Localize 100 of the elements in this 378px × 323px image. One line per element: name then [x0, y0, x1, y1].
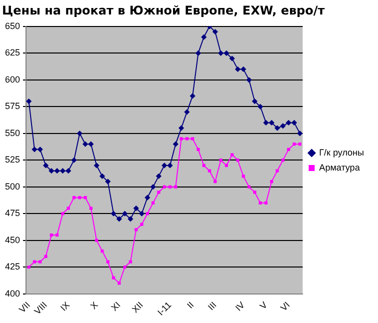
- point: [26, 98, 32, 104]
- point: [230, 153, 234, 156]
- point: [42, 162, 49, 168]
- y-tick-label: 425: [4, 262, 20, 272]
- point: [37, 146, 43, 152]
- point: [71, 157, 77, 163]
- y-tick-label: 400: [4, 288, 20, 298]
- point: [178, 125, 184, 131]
- point: [128, 216, 134, 222]
- x-tick-label: II: [185, 300, 196, 310]
- point: [247, 185, 251, 188]
- point: [185, 137, 188, 140]
- point: [112, 276, 116, 280]
- x-tick-label: V: [258, 300, 270, 312]
- point: [162, 185, 166, 188]
- point: [84, 196, 87, 200]
- point: [224, 50, 230, 56]
- point: [246, 77, 252, 83]
- point: [242, 174, 245, 178]
- point: [150, 184, 156, 190]
- point: [123, 266, 126, 269]
- point: [201, 34, 207, 40]
- point: [298, 142, 302, 146]
- point: [291, 120, 298, 126]
- point: [258, 104, 264, 110]
- point: [48, 168, 54, 174]
- y-tick-label: 450: [4, 234, 20, 245]
- point: [190, 93, 196, 99]
- point: [89, 206, 93, 210]
- point: [152, 201, 155, 204]
- point: [195, 50, 202, 56]
- point: [78, 196, 82, 200]
- point: [180, 137, 183, 140]
- x-tick-label: IX: [58, 300, 72, 313]
- point: [184, 109, 190, 115]
- point: [202, 164, 206, 168]
- point: [82, 141, 88, 147]
- point: [60, 168, 66, 174]
- y-tick-label: 600: [4, 74, 20, 84]
- y-tick-label: 500: [4, 181, 20, 192]
- point: [72, 196, 76, 200]
- point: [264, 201, 268, 204]
- point: [174, 185, 178, 188]
- point: [214, 180, 217, 184]
- point: [66, 206, 70, 210]
- point: [162, 162, 168, 168]
- point: [240, 66, 246, 72]
- point: [281, 158, 284, 162]
- point: [54, 168, 60, 174]
- y-tick-label: 575: [4, 101, 20, 112]
- point: [110, 210, 116, 216]
- legend-label: Г/к рулоны: [319, 147, 364, 158]
- point: [276, 169, 279, 172]
- point: [292, 142, 296, 146]
- point: [208, 169, 212, 172]
- chart-title: Цены на прокат в Южной Европе, EXW, евро/т: [2, 3, 325, 18]
- point: [297, 130, 303, 136]
- point: [27, 266, 30, 269]
- point: [258, 201, 262, 204]
- point: [252, 98, 258, 104]
- point: [106, 260, 110, 264]
- point: [287, 148, 290, 151]
- point: [236, 158, 240, 162]
- point: [286, 120, 292, 126]
- point: [191, 137, 194, 140]
- point: [88, 141, 94, 147]
- point: [76, 130, 82, 136]
- point: [146, 212, 149, 216]
- point: [168, 185, 172, 188]
- x-tick-label: X: [88, 300, 100, 312]
- point: [134, 228, 138, 232]
- point: [172, 141, 178, 147]
- x-tick-label: XI: [109, 300, 122, 313]
- point: [38, 260, 42, 264]
- point: [138, 210, 145, 216]
- point: [50, 233, 53, 237]
- point: [56, 233, 59, 237]
- point: [99, 173, 106, 179]
- point: [224, 164, 228, 168]
- point: [105, 178, 111, 184]
- point: [140, 222, 144, 226]
- point: [66, 168, 72, 174]
- point: [280, 123, 286, 129]
- point: [133, 205, 139, 212]
- point: [253, 190, 256, 194]
- point: [32, 260, 36, 264]
- point: [100, 250, 104, 253]
- point: [263, 120, 269, 126]
- point: [44, 254, 48, 258]
- y-tick-label: 550: [4, 128, 20, 138]
- point: [218, 50, 224, 56]
- point: [32, 146, 38, 152]
- legend-label: Арматура: [319, 162, 360, 172]
- x-tick-label: I-11: [156, 300, 174, 318]
- point: [234, 66, 241, 72]
- x-tick-label: XII: [130, 300, 145, 315]
- point: [167, 162, 173, 168]
- x-tick-label: III: [206, 300, 218, 312]
- point: [229, 56, 235, 62]
- point: [94, 162, 100, 168]
